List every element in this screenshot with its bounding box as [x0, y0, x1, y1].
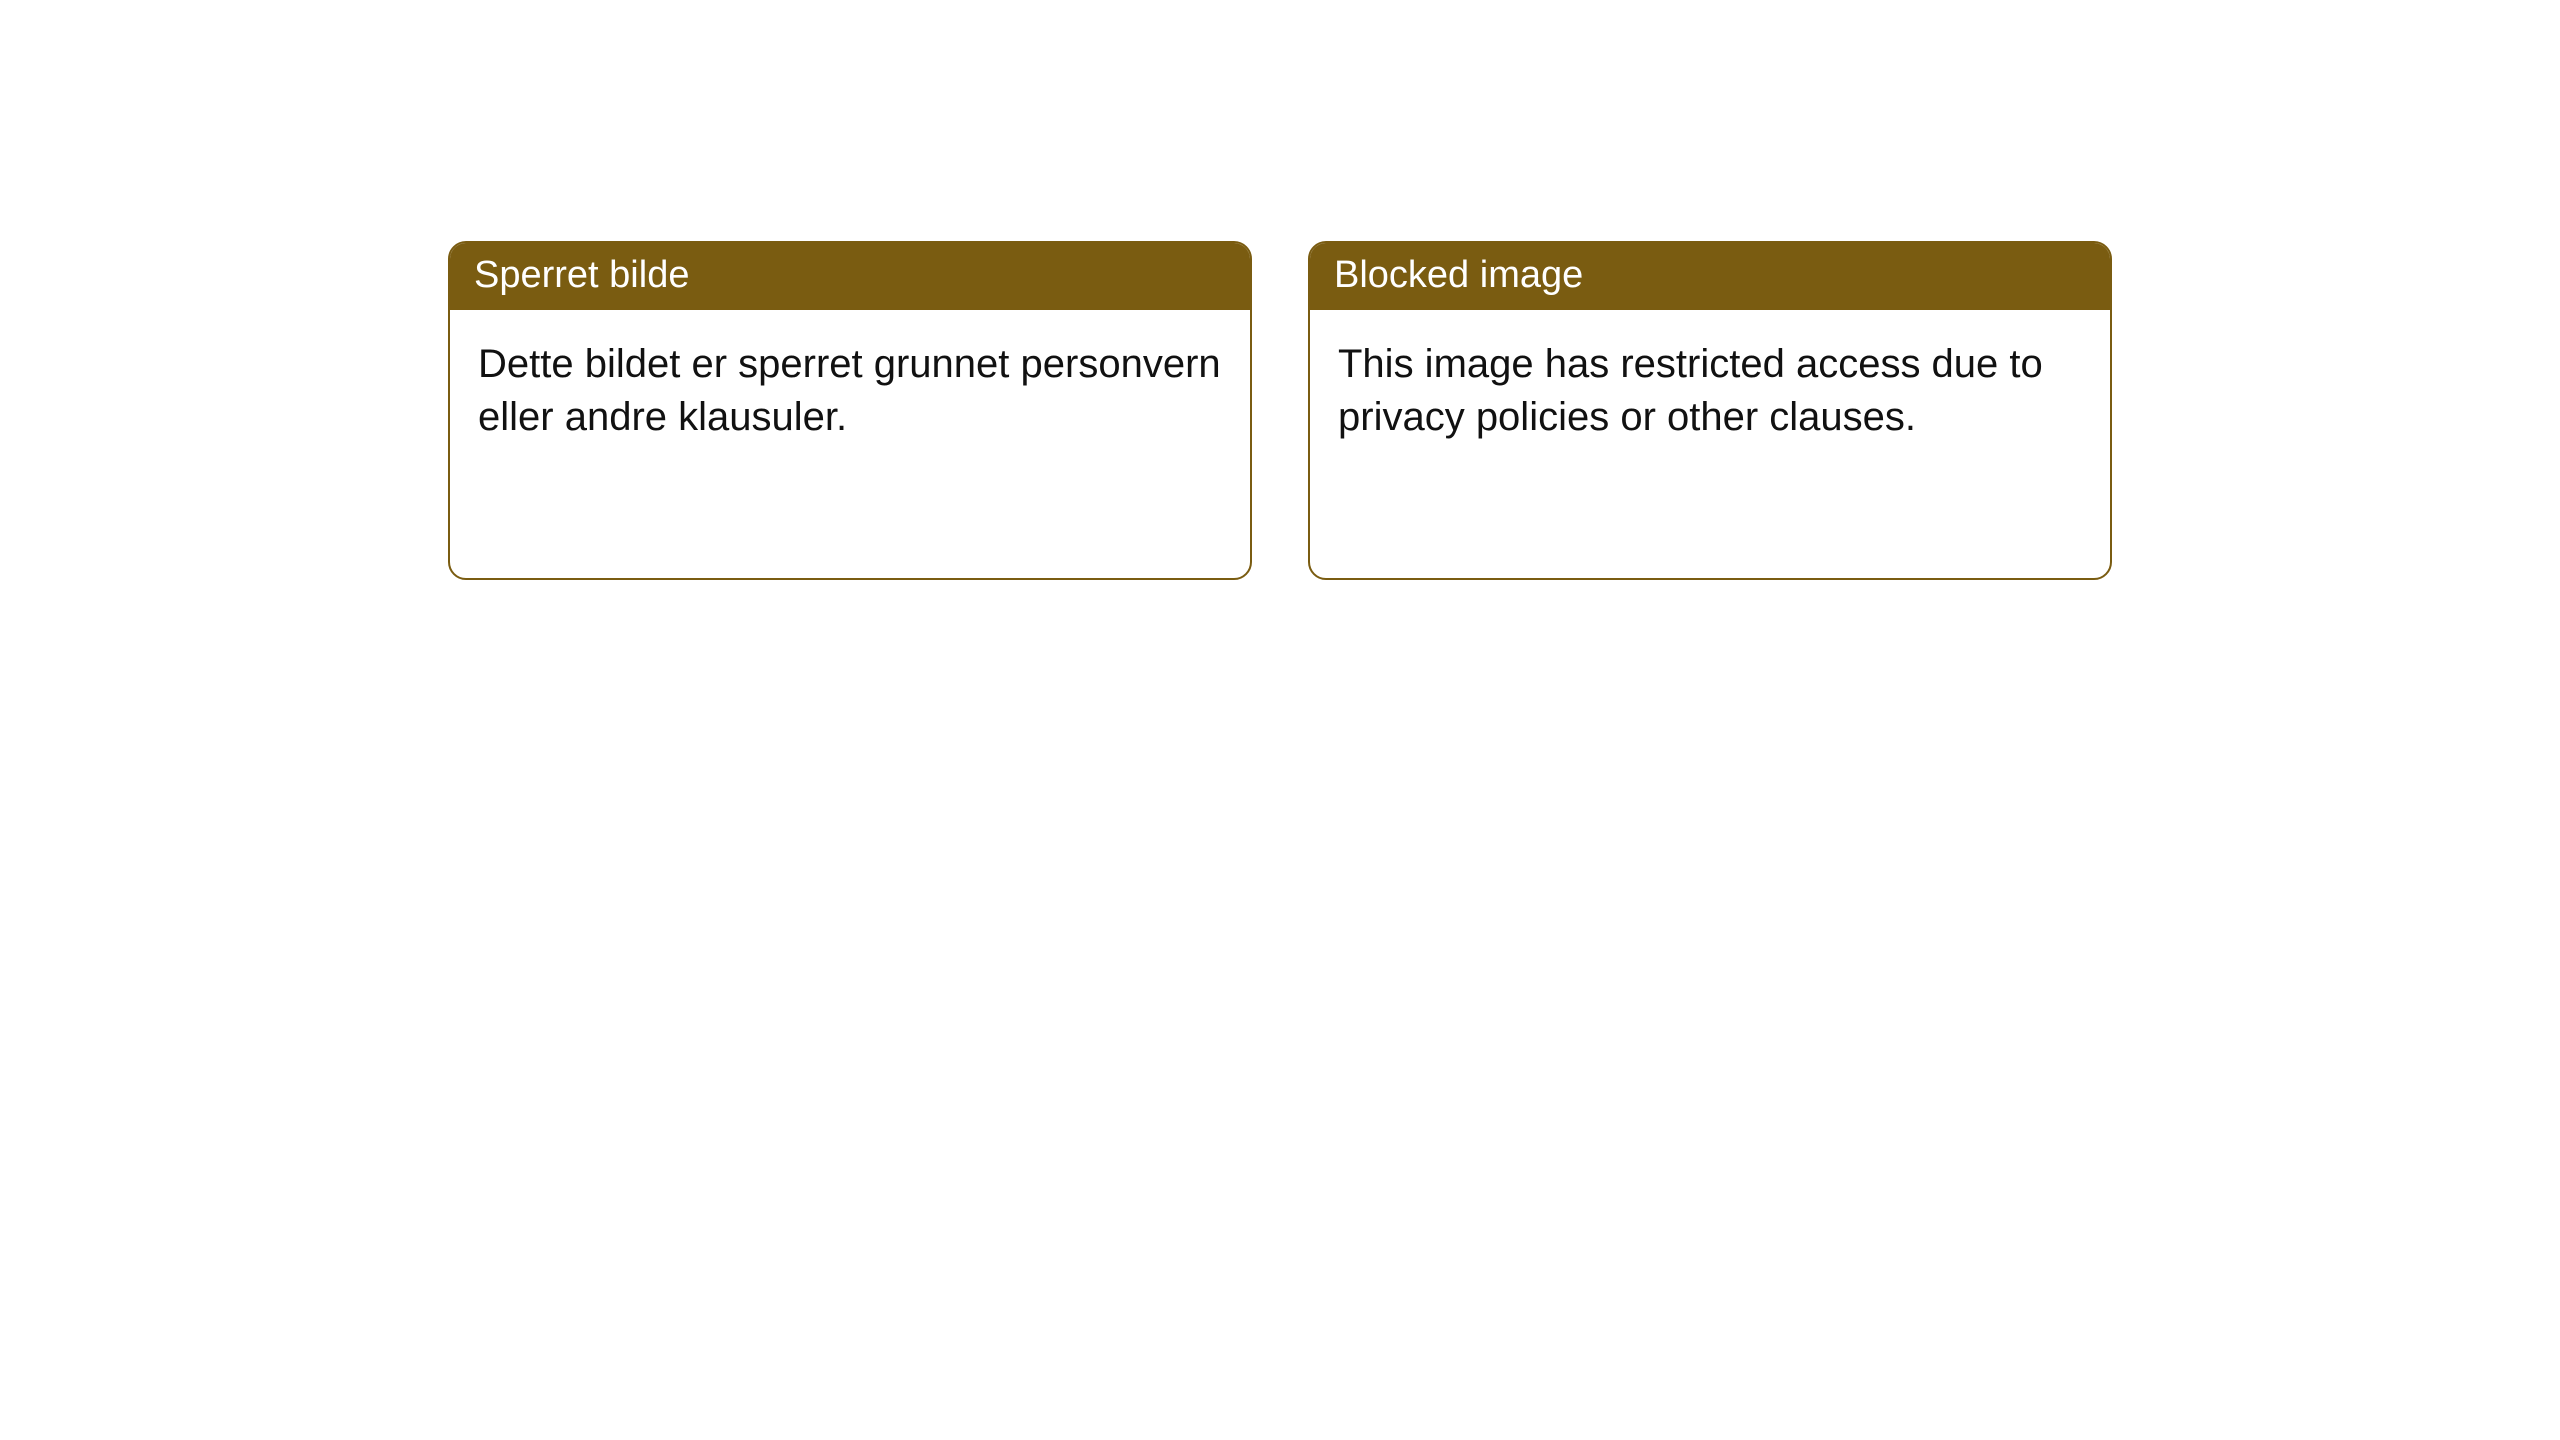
notice-title: Sperret bilde [474, 254, 689, 296]
notice-header: Sperret bilde [450, 243, 1250, 310]
notice-body: This image has restricted access due to … [1310, 310, 2110, 578]
notice-header: Blocked image [1310, 243, 2110, 310]
notice-card-english: Blocked image This image has restricted … [1308, 241, 2112, 580]
notice-container: Sperret bilde Dette bildet er sperret gr… [448, 241, 2112, 580]
notice-title: Blocked image [1334, 254, 1583, 296]
notice-body: Dette bildet er sperret grunnet personve… [450, 310, 1250, 578]
notice-body-text: This image has restricted access due to … [1338, 342, 2043, 439]
notice-card-norwegian: Sperret bilde Dette bildet er sperret gr… [448, 241, 1252, 580]
notice-body-text: Dette bildet er sperret grunnet personve… [478, 342, 1221, 439]
